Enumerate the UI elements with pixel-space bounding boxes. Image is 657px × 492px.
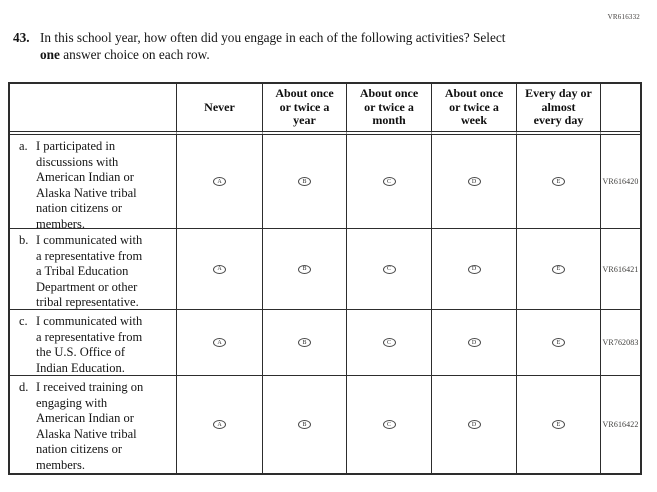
answer-bubble-a[interactable]: A	[213, 264, 226, 274]
bubble-cell: A	[177, 310, 263, 376]
bubble-cell: D	[432, 135, 517, 229]
bubble-cell: B	[263, 135, 347, 229]
answer-bubble-e[interactable]: E	[552, 264, 565, 274]
question-bold-word: one	[40, 46, 60, 62]
bubble-cell: E	[517, 310, 601, 376]
answer-bubble-c[interactable]: C	[382, 420, 396, 429]
bubble-cell: E	[517, 229, 601, 310]
bubble-cell: C	[347, 376, 432, 473]
column-header-never: Never	[177, 84, 263, 135]
row-label: d.	[19, 380, 29, 394]
header-blank-code	[601, 84, 640, 135]
bubble-cell: C	[347, 135, 432, 229]
answer-bubble-a[interactable]: A	[213, 420, 226, 429]
bubble-cell: A	[177, 376, 263, 473]
row-code: VR616422	[602, 420, 639, 429]
column-header-once-twice-week: About once or twice a week	[432, 84, 517, 135]
bubble-cell: C	[347, 229, 432, 310]
row-code: VR762083	[601, 310, 640, 376]
answer-bubble-a[interactable]: A	[213, 177, 226, 186]
question-text: In this school year, how often did you e…	[40, 30, 505, 63]
bubble-cell: A	[177, 135, 263, 229]
answer-bubble-a[interactable]: A	[213, 338, 226, 347]
row-text: I participated in discussions with Ameri…	[36, 139, 137, 229]
row-stem: a. I participated in discussions with Am…	[10, 135, 177, 229]
bubble-cell: D	[432, 310, 517, 376]
answer-bubble-d[interactable]: D	[467, 177, 481, 186]
frequency-matrix-table: Never About once or twice a year About o…	[8, 82, 642, 475]
column-header-once-twice-year: About once or twice a year	[263, 84, 347, 135]
row-text: I received training on engaging with Ame…	[36, 380, 144, 472]
answer-bubble-e[interactable]: E	[552, 177, 565, 186]
bubble-cell: A	[177, 229, 263, 310]
answer-bubble-c[interactable]: C	[382, 264, 396, 274]
answer-bubble-b[interactable]: B	[298, 338, 311, 347]
bubble-cell: C	[347, 310, 432, 376]
answer-bubble-d[interactable]: D	[467, 338, 481, 347]
row-stem: b. I communicated with a representative …	[10, 229, 177, 310]
bubble-cell: D	[432, 229, 517, 310]
row-text: I communicated with a representative fro…	[36, 233, 143, 309]
answer-bubble-b[interactable]: B	[298, 177, 311, 186]
header-blank-stem	[10, 84, 177, 135]
bubble-cell: B	[263, 376, 347, 473]
row-stem: c. I communicated with a representative …	[10, 310, 177, 376]
bubble-cell: E	[517, 135, 601, 229]
column-header-every-day: Every day or almost every day	[517, 84, 601, 135]
question-line-2: answer choice on each row.	[59, 46, 210, 62]
answer-bubble-d[interactable]: D	[467, 420, 481, 429]
row-text: I communicated with a representative fro…	[36, 314, 143, 375]
row-code: VR616420	[601, 135, 640, 229]
row-stem: d. I received training on engaging with …	[10, 376, 177, 473]
question-43: 43. In this school year, how often did y…	[13, 30, 588, 63]
answer-bubble-b[interactable]: B	[298, 420, 311, 429]
column-header-once-twice-month: About once or twice a month	[347, 84, 432, 135]
bubble-cell: B	[263, 229, 347, 310]
row-label: b.	[19, 233, 29, 247]
answer-bubble-c[interactable]: C	[382, 177, 396, 186]
row-code: VR616421	[601, 229, 640, 310]
bubble-cell: E	[517, 376, 601, 473]
question-line-1: In this school year, how often did you e…	[40, 30, 506, 45]
bubble-cell: D	[432, 376, 517, 473]
answer-bubble-e[interactable]: E	[552, 338, 565, 347]
answer-bubble-d[interactable]: D	[467, 264, 481, 274]
row-label: c.	[19, 314, 28, 328]
answer-bubble-b[interactable]: B	[298, 264, 311, 274]
answer-bubble-e[interactable]: E	[552, 420, 565, 429]
question-number: 43.	[13, 30, 30, 45]
row-label: a.	[19, 139, 28, 153]
bubble-cell: B	[263, 310, 347, 376]
form-code-top-right: VR616332	[607, 13, 640, 21]
answer-bubble-c[interactable]: C	[382, 338, 396, 347]
